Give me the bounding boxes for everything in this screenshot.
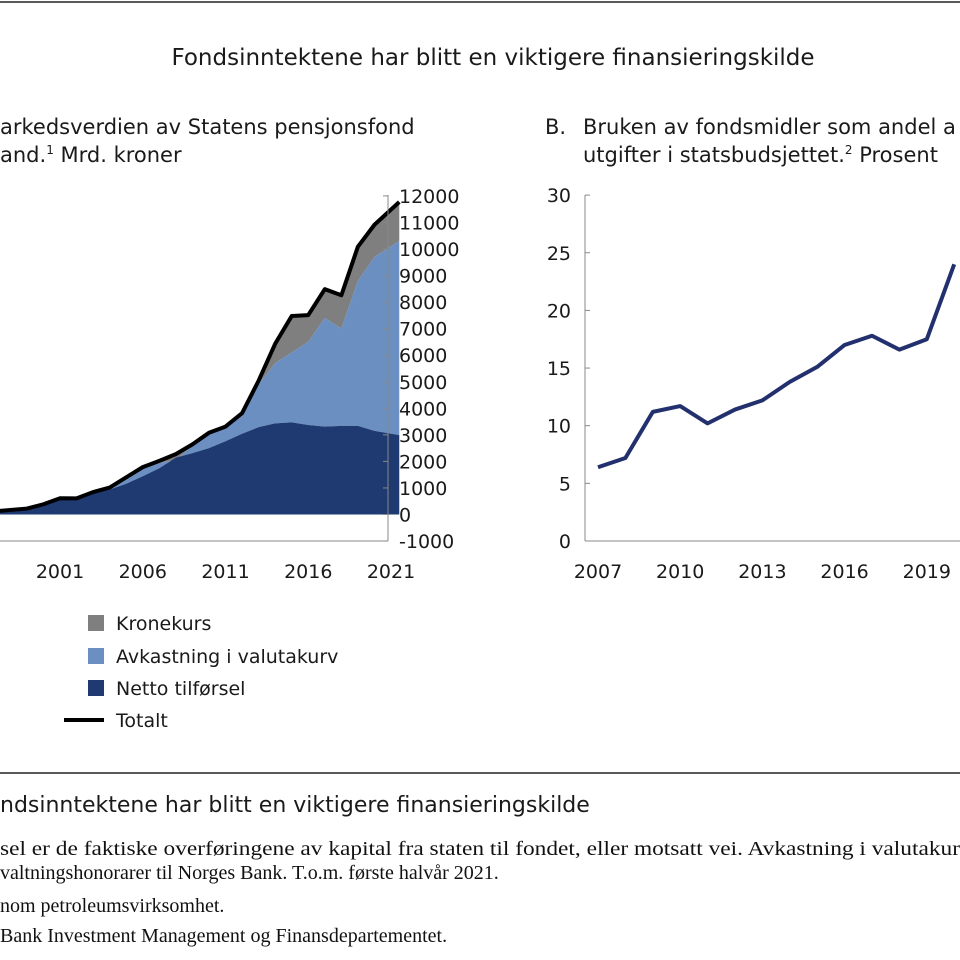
x-tick-label: 2001 (36, 561, 84, 583)
panel-a: arkedsverdien av Statens pensjonsfond an… (0, 115, 459, 583)
panel-b-plot (597, 263, 957, 470)
x-tick-label: 2011 (201, 561, 249, 583)
legend-swatch-netto (88, 680, 104, 696)
y-tick-label: 20 (547, 300, 571, 322)
panel-a-title-text: and. (0, 143, 46, 167)
x-tick-label: 2007 (574, 561, 622, 583)
x-tick-label: 2010 (656, 561, 704, 583)
legend-label-kronekurs: Kronekurs (116, 613, 211, 635)
x-tick-label: 2016 (284, 561, 332, 583)
legend-label-avkastning: Avkastning i valutakurv (116, 646, 338, 668)
caption: ndsinntektene har blitt en viktigere fin… (0, 793, 960, 947)
y-tick-label: 5 (559, 473, 571, 495)
legend-swatch-kronekurs (88, 615, 104, 631)
y-tick-label: 2000 (399, 451, 447, 473)
figure-title: Fondsinntektene har blitt en viktigere f… (171, 45, 814, 71)
caption-note-1-cont: valtningshonorarer til Norges Bank. T.o.… (0, 862, 499, 884)
line-fondsmidler-andel (597, 263, 957, 470)
x-tick-label: 2019 (903, 561, 951, 583)
panel-b-title-line2: utgifter i statsbudsjettet.2 Prosent (583, 143, 938, 167)
y-tick-label: 1000 (399, 478, 447, 500)
panel-a-title-line1: arkedsverdien av Statens pensjonsfond (0, 115, 415, 139)
caption-note-2: nom petroleumsvirksomhet. (0, 895, 224, 917)
y-tick-label: 25 (547, 243, 571, 265)
panel-b-unit: Prosent (853, 143, 938, 167)
panel-b-title-text: utgifter i statsbudsjettet. (583, 143, 845, 167)
x-tick-label: 2016 (820, 561, 868, 583)
line-totalt (0, 200, 401, 513)
x-tick-label: 2006 (119, 561, 167, 583)
y-tick-label: 9000 (399, 266, 447, 288)
y-tick-label: -1000 (399, 531, 454, 553)
legend: Kronekurs Avkastning i valutakurv Netto … (64, 613, 338, 732)
legend-label-netto: Netto tilførsel (116, 678, 245, 700)
area-netto-tilforsel (0, 422, 400, 515)
panel-b: B. Bruken av fondsmidler som andel a utg… (545, 115, 960, 583)
panel-a-ticks: 1200011000100009000800070006000500040003… (36, 186, 460, 583)
y-tick-label: 10 (547, 416, 571, 438)
y-tick-label: 0 (559, 531, 571, 553)
y-tick-label: 10000 (399, 239, 459, 261)
panel-a-unit: Mrd. kroner (54, 143, 182, 167)
caption-source: Bank Investment Management og Finansdepa… (0, 925, 447, 947)
caption-note-1: sel er de faktiske overføringene av kapi… (0, 838, 960, 860)
panel-a-title-line2: and.1 Mrd. kroner (0, 143, 182, 167)
footnote-1: 1 (46, 143, 54, 157)
footnote-2: 2 (845, 143, 853, 157)
x-tick-label: 2013 (738, 561, 786, 583)
y-tick-label: 6000 (399, 345, 447, 367)
panel-b-label: B. (545, 115, 566, 139)
y-tick-label: 5000 (399, 372, 447, 394)
y-tick-label: 12000 (399, 186, 459, 208)
y-tick-label: 8000 (399, 292, 447, 314)
legend-label-totalt: Totalt (115, 710, 168, 732)
x-tick-label: 2021 (367, 561, 415, 583)
y-tick-label: 11000 (399, 212, 459, 234)
panel-a-plot (0, 200, 401, 515)
legend-swatch-avkastning (88, 648, 104, 664)
y-tick-label: 30 (547, 185, 571, 207)
y-tick-label: 7000 (399, 319, 447, 341)
y-tick-label: 0 (399, 505, 411, 527)
y-tick-label: 15 (547, 358, 571, 380)
panel-b-title-line1: Bruken av fondsmidler som andel a (583, 115, 956, 139)
y-tick-label: 4000 (399, 398, 447, 420)
area-avkastning (0, 241, 400, 512)
y-tick-label: 3000 (399, 425, 447, 447)
caption-title: ndsinntektene har blitt en viktigere fin… (0, 793, 590, 818)
